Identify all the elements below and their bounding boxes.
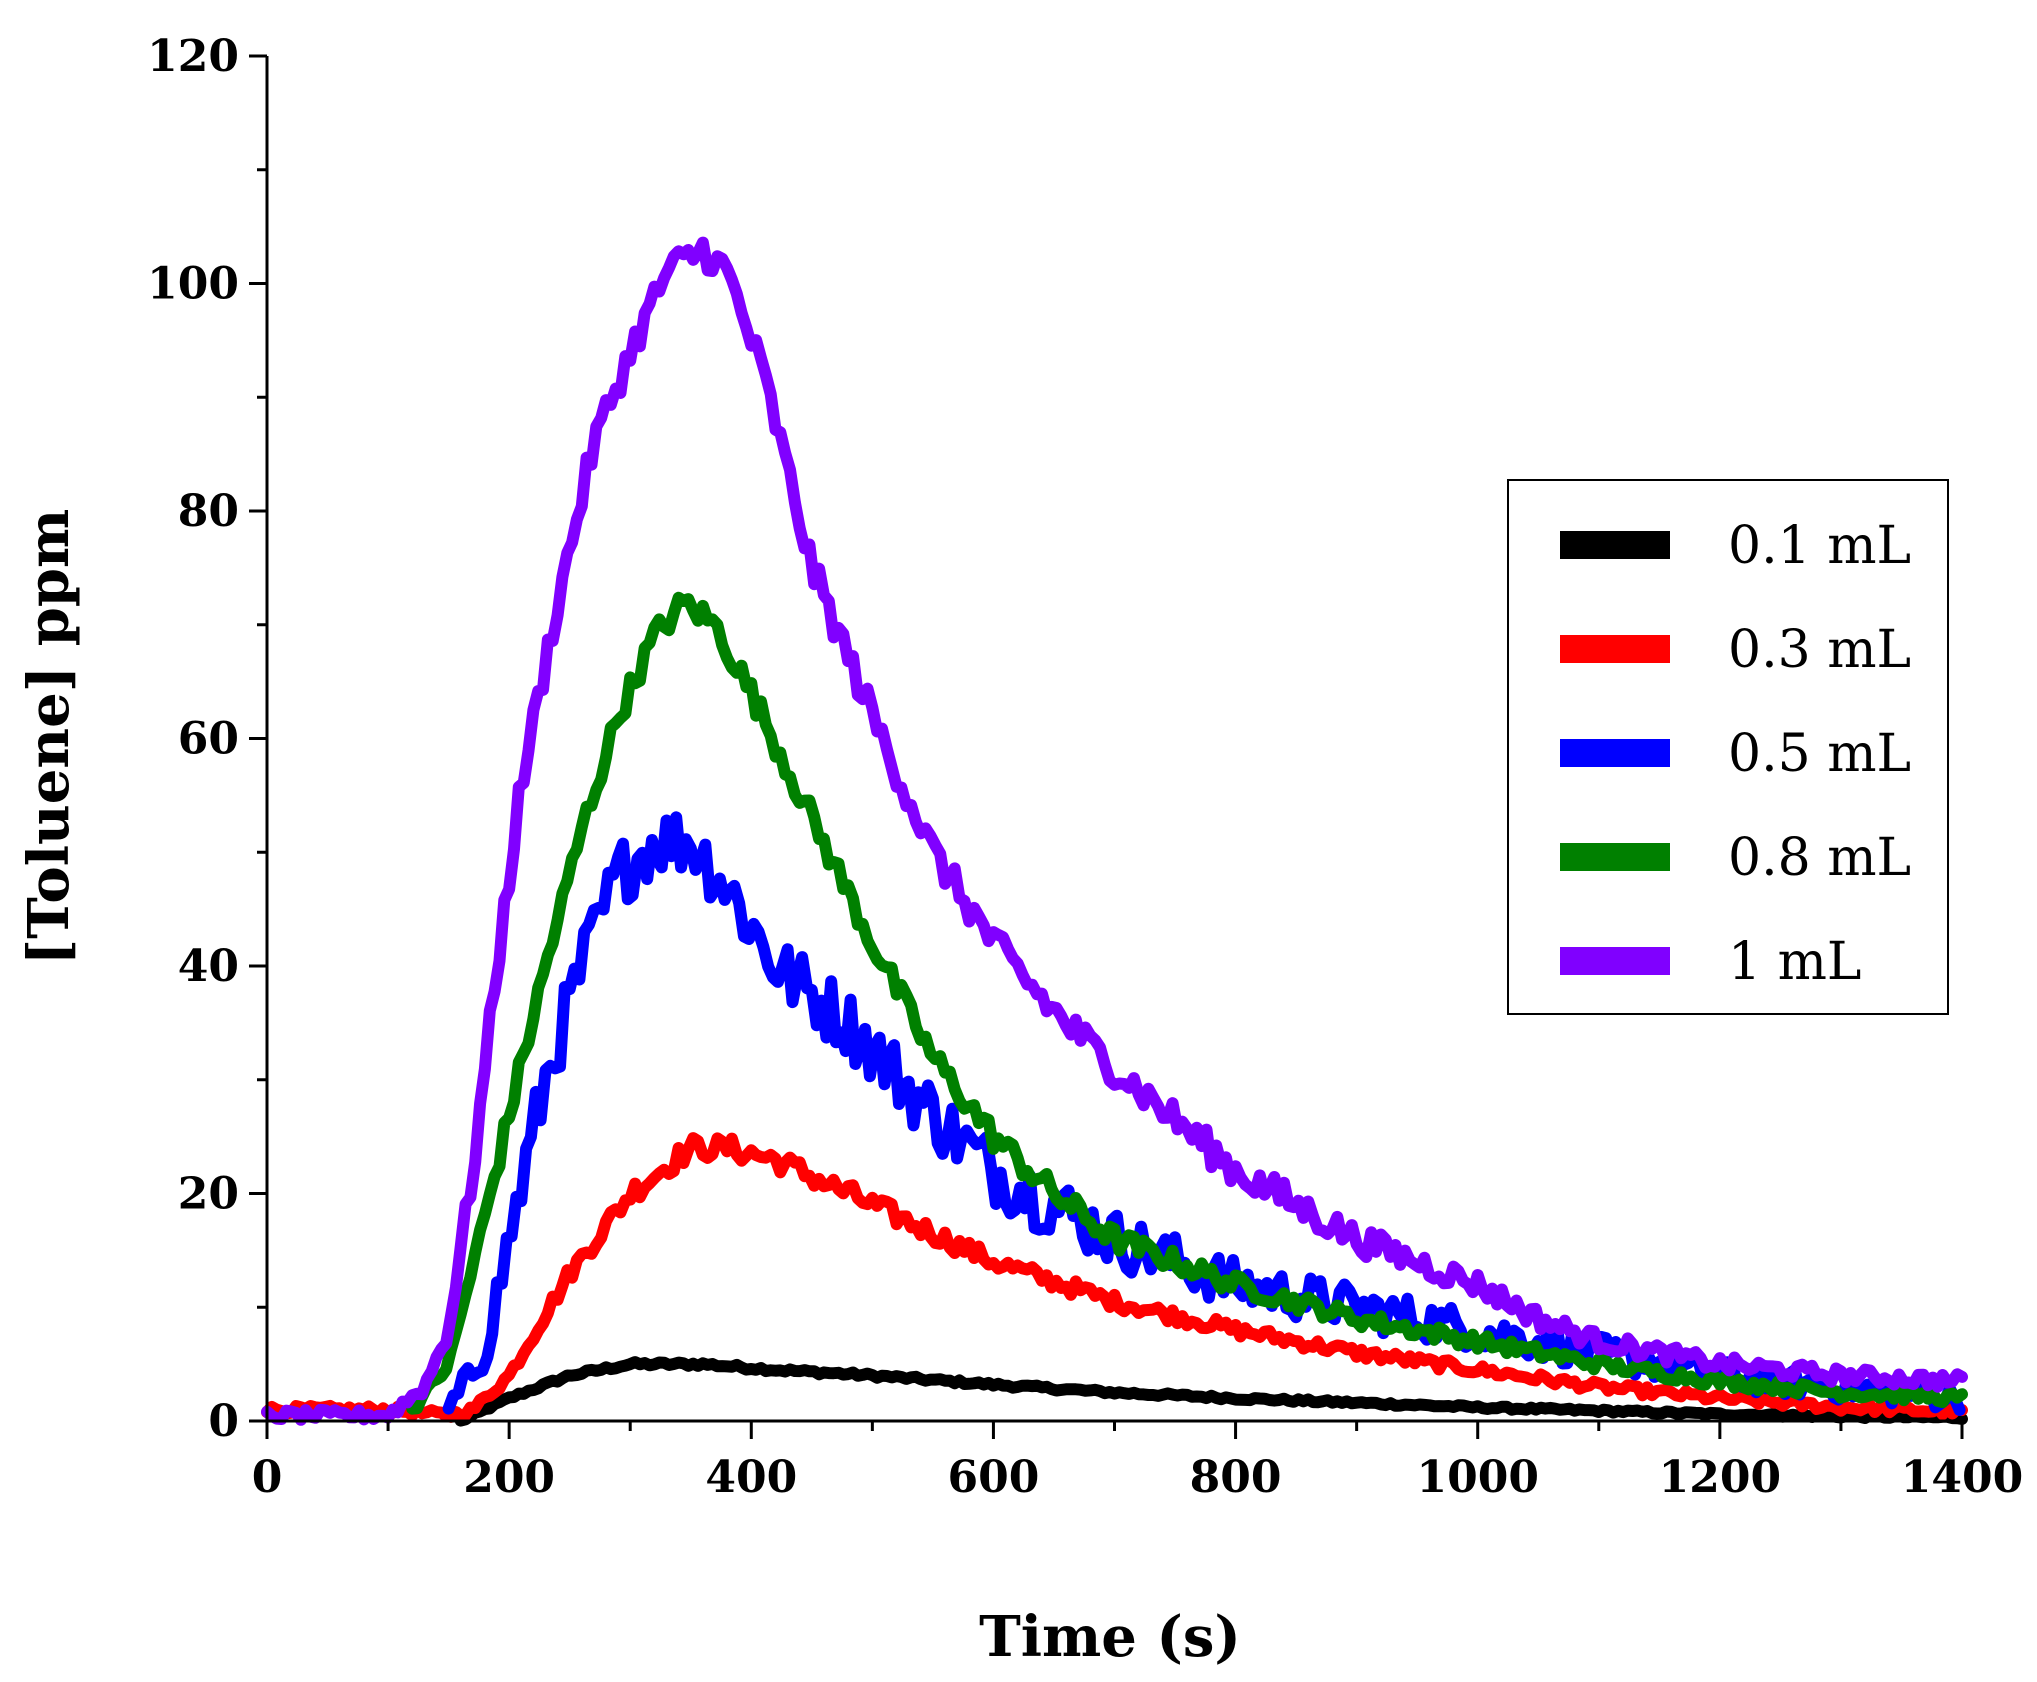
legend: 0.1 mL 0.3 mL 0.5 mL 0.8 mL 1 mL	[1507, 479, 1949, 1015]
legend-swatch	[1560, 531, 1670, 559]
series-line-0-3-ml	[261, 1132, 1968, 1423]
legend-label: 1 mL	[1728, 932, 1861, 992]
legend-swatch	[1560, 947, 1670, 975]
x-tick-label: 600	[947, 1452, 1039, 1503]
x-tick-label: 200	[463, 1452, 555, 1503]
x-tick-label: 800	[1190, 1452, 1282, 1503]
x-axis-title: Time (s)	[979, 1604, 1241, 1670]
series-line-1-ml	[261, 236, 1968, 1426]
y-tick-label: 80	[178, 486, 239, 537]
series-line-0-1-ml	[454, 1356, 1968, 1427]
y-axis-title: [Toluene] ppm	[16, 509, 82, 966]
legend-label: 0.5 mL	[1728, 724, 1911, 784]
legend-swatch	[1560, 843, 1670, 871]
x-tick-label: 1200	[1659, 1452, 1781, 1503]
legend-label: 0.3 mL	[1728, 620, 1911, 680]
series-line-0-8-ml	[406, 591, 1968, 1415]
legend-swatch	[1560, 635, 1670, 663]
legend-label: 0.1 mL	[1728, 516, 1911, 576]
legend-label: 0.8 mL	[1728, 828, 1911, 888]
y-tick-label: 40	[178, 941, 239, 992]
legend-swatch	[1560, 739, 1670, 767]
y-tick-label: 100	[147, 259, 239, 310]
x-tick-label: 400	[705, 1452, 797, 1503]
y-tick-label: 0	[208, 1396, 239, 1447]
tick-labels: 0 200 400 600 800 1000 1200 1400 0 20 40 60 80 100 120	[147, 31, 2023, 1503]
y-tick-label: 120	[147, 31, 239, 82]
axes-layer	[249, 54, 1964, 1439]
y-tick-label: 60	[178, 714, 239, 765]
x-tick-label: 1400	[1901, 1452, 2023, 1503]
x-tick-label: 0	[252, 1452, 283, 1503]
y-tick-label: 20	[178, 1169, 239, 1220]
x-tick-label: 1000	[1416, 1452, 1538, 1503]
series-layer	[261, 236, 1968, 1427]
